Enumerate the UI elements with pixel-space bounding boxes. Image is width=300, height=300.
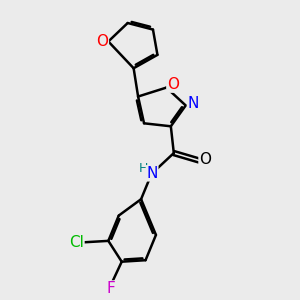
Text: O: O (199, 152, 211, 166)
Text: Cl: Cl (69, 235, 84, 250)
Text: N: N (188, 97, 199, 112)
Text: O: O (96, 34, 108, 49)
Text: H: H (139, 162, 148, 175)
Text: F: F (107, 281, 116, 296)
Text: N: N (146, 166, 158, 181)
Text: O: O (167, 77, 179, 92)
